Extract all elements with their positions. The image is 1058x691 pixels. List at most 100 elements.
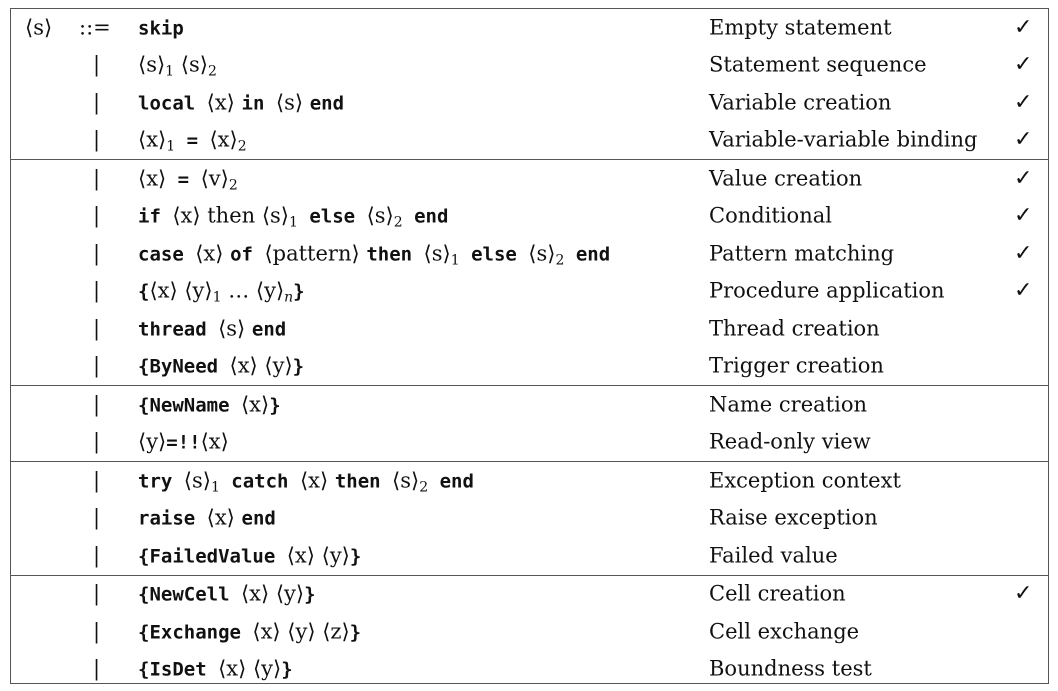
statement-description: Name creation xyxy=(709,392,867,417)
keyword: end xyxy=(241,507,276,530)
production-row: | {NewName ⟨x⟩} Name creation xyxy=(11,386,1048,424)
statement-description: Variable creation xyxy=(709,90,892,115)
nonterminal: ⟨x⟩ ⟨y⟩ xyxy=(218,656,282,681)
nonterminal: ⟨s⟩ xyxy=(423,241,451,266)
keyword: then xyxy=(334,470,393,493)
keyword: else xyxy=(459,243,529,266)
keyword: end xyxy=(402,205,449,228)
nonterminal: ⟨x⟩ ⟨y⟩ xyxy=(240,581,305,606)
statement-description: Failed value xyxy=(709,543,838,568)
alternative-bar: | xyxy=(93,429,101,454)
checkmark-icon: ✓ xyxy=(1014,52,1033,78)
keyword: in xyxy=(241,92,276,115)
alternative-bar: | xyxy=(93,619,101,644)
checkmark-icon: ✓ xyxy=(1014,581,1033,607)
production-rule: raise ⟨x⟩ end xyxy=(138,507,276,530)
keyword: skip xyxy=(138,17,184,40)
keyword: } xyxy=(281,658,293,681)
subscript: 1 xyxy=(166,138,176,155)
production-rule: try ⟨s⟩1 catch ⟨x⟩ then ⟨s⟩2 end xyxy=(138,468,474,495)
production-row: | ⟨s⟩1 ⟨s⟩2 Statement sequence ✓ xyxy=(11,47,1048,85)
nonterminal: ⟨x⟩ xyxy=(138,166,167,191)
keyword: then xyxy=(366,243,424,266)
keyword: { xyxy=(138,280,150,303)
statement-description: Exception context xyxy=(709,468,901,493)
subscript: 2 xyxy=(207,63,217,80)
subscript: 2 xyxy=(393,214,403,231)
alternative-bar: | xyxy=(93,543,101,568)
alternative-bar: | xyxy=(93,505,101,530)
statement-description: Value creation xyxy=(709,166,863,191)
keyword: } xyxy=(349,545,362,568)
alternative-bar: | xyxy=(93,392,101,417)
subscript: 1 xyxy=(210,479,220,496)
alternative-bar: | xyxy=(93,656,101,681)
production-rule: {Exchange ⟨x⟩ ⟨y⟩ ⟨z⟩} xyxy=(138,621,361,642)
nonterminal: ⟨s⟩ xyxy=(528,241,556,266)
production-rule: ⟨s⟩1 ⟨s⟩2 xyxy=(138,52,217,79)
keyword: } xyxy=(292,355,305,378)
checkmark-icon: ✓ xyxy=(1014,165,1033,191)
nonterminal: ⟨x⟩ ⟨y⟩ ⟨z⟩ xyxy=(252,619,350,644)
production-rule: {IsDet ⟨x⟩ ⟨y⟩} xyxy=(138,656,293,681)
subscript: 1 xyxy=(212,289,222,306)
keyword: case xyxy=(138,243,196,266)
production-rule: local ⟨x⟩ in ⟨s⟩ end xyxy=(138,92,344,113)
keyword: = xyxy=(175,129,210,152)
production-rule: if ⟨x⟩ then ⟨s⟩1 else ⟨s⟩2 end xyxy=(138,205,449,230)
checkmark-icon: ✓ xyxy=(1014,14,1033,40)
subscript: 2 xyxy=(419,479,429,496)
checkmark-icon: ✓ xyxy=(1014,89,1033,115)
keyword: local xyxy=(138,92,207,115)
alternative-bar: | xyxy=(93,581,101,606)
alternative-bar: | xyxy=(93,468,101,493)
subscript: n xyxy=(284,289,294,306)
production-row: | case ⟨x⟩ of ⟨pattern⟩ then ⟨s⟩1 else ⟨s… xyxy=(11,235,1048,273)
keyword: = xyxy=(166,168,201,191)
nonterminal: ⟨x⟩ xyxy=(299,468,335,493)
alternative-bar: | xyxy=(93,90,101,115)
statement-description: Procedure application xyxy=(709,278,945,303)
keyword: {Exchange xyxy=(138,621,253,644)
keyword: {NewCell xyxy=(138,583,241,606)
alternative-bar: | xyxy=(93,203,101,228)
production-row: | raise ⟨x⟩ end Raise exception xyxy=(11,500,1048,538)
production-group: ⟨s⟩::= skip Empty statement ✓ | ⟨s⟩1 ⟨s⟩2 Stat… xyxy=(11,9,1048,159)
statement-description: Conditional xyxy=(709,203,832,228)
nonterminal: ⟨s⟩ xyxy=(138,52,166,77)
alternative-bar: | xyxy=(93,278,101,303)
production-group: | {NewCell ⟨x⟩ ⟨y⟩} Cell creation ✓ | {Exchan… xyxy=(11,574,1048,689)
keyword: } xyxy=(349,621,362,644)
production-rule: {⟨x⟩ ⟨y⟩1 … ⟨y⟩n} xyxy=(138,278,305,305)
nonterminal: ⟨s⟩ xyxy=(183,468,211,493)
production-rule: case ⟨x⟩ of ⟨pattern⟩ then ⟨s⟩1 else ⟨s⟩… xyxy=(138,241,611,268)
nonterminal: ⟨s⟩ xyxy=(275,90,310,115)
production-row: | {⟨x⟩ ⟨y⟩1 … ⟨y⟩n} Procedure application ✓ xyxy=(11,273,1048,311)
production-row: | local ⟨x⟩ in ⟨s⟩ end Variable creation ✓ xyxy=(11,84,1048,122)
nonterminal: ⟨s⟩ xyxy=(392,468,420,493)
keyword: of xyxy=(230,243,265,266)
nonterminal: ⟨x⟩ xyxy=(209,127,238,152)
nonterminal: ⟨x⟩ xyxy=(206,90,242,115)
nonterminal: ⟨x⟩ ⟨y⟩ xyxy=(229,353,293,378)
nonterminal: ⟨x⟩ xyxy=(240,392,270,417)
production-row: | thread ⟨s⟩ end Thread creation xyxy=(11,310,1048,348)
keyword: {ByNeed xyxy=(138,355,230,378)
nonterminal: ⟨v⟩ xyxy=(200,166,229,191)
production-row: | {FailedValue ⟨x⟩ ⟨y⟩} Failed value xyxy=(11,537,1048,575)
keyword: {FailedValue xyxy=(138,545,287,568)
alternative-bar: | xyxy=(93,241,101,266)
statement-description: Pattern matching xyxy=(709,241,895,266)
keyword: {IsDet xyxy=(138,658,219,681)
alternative-bar: | xyxy=(93,127,101,152)
checkmark-icon: ✓ xyxy=(1014,127,1033,153)
keyword: end xyxy=(309,92,345,115)
keyword: end xyxy=(428,470,474,493)
keyword: else xyxy=(297,205,367,228)
production-row: | ⟨x⟩ = ⟨v⟩2 Value creation ✓ xyxy=(11,160,1048,198)
derives-symbol: ::= xyxy=(79,15,111,40)
keyword: } xyxy=(304,583,316,606)
keyword: end xyxy=(564,243,611,266)
nonterminal: ⟨x⟩ ⟨y⟩ xyxy=(286,543,350,568)
nonterminal: ⟨x⟩ ⟨y⟩ xyxy=(149,278,213,303)
